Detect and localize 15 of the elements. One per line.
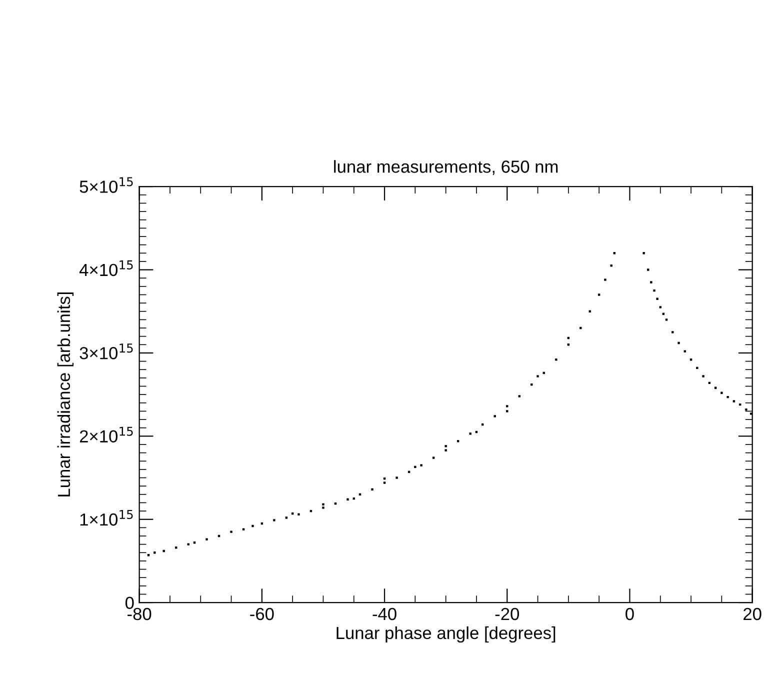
x-tick-label: -80 (128, 608, 152, 620)
y-axis-title: Lunar irradiance [arb.units] (57, 292, 74, 496)
x-tick-label: 20 (744, 608, 762, 620)
y-tick-label: 3×10$^{15}$ (80, 344, 133, 360)
x-tick-label: -40 (372, 608, 396, 620)
y-tick-label: 5×10$^{15}$ (80, 177, 133, 193)
y-tick-label: 4×10$^{15}$ (79, 260, 133, 276)
x-tick-label: -60 (250, 608, 274, 620)
y-tick-label: 0 (125, 596, 134, 610)
y-tick-label: 2×10$^{15}$ (80, 426, 133, 442)
x-tick-label: -20 (495, 608, 519, 620)
x-tick-label: 0 (626, 608, 634, 620)
y-tick-label: 1×10$^{15}$ (80, 510, 133, 526)
chart-title: lunar measurements, 650 nm (334, 160, 558, 175)
x-axis-title: Lunar phase angle [degrees] (336, 626, 556, 643)
